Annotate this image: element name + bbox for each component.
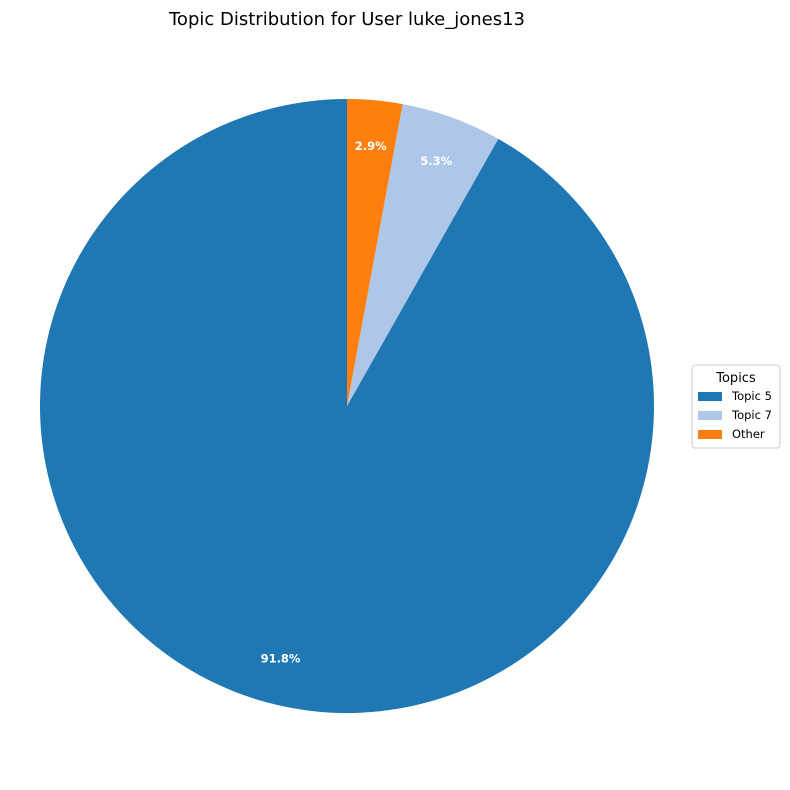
legend-label-other: Other xyxy=(732,427,765,441)
pct-label-other: 2.9% xyxy=(355,139,387,153)
legend-swatch-other xyxy=(698,430,722,439)
pie-slice-other xyxy=(347,99,403,406)
pie-slices xyxy=(40,99,654,713)
legend-label-topic-7: Topic 7 xyxy=(731,408,772,422)
legend-swatch-topic-5 xyxy=(698,392,722,401)
legend-title: Topics xyxy=(715,371,756,386)
percentage-labels: 91.8% 5.3% 2.9% xyxy=(261,139,453,665)
legend-swatch-topic-7 xyxy=(698,411,722,420)
legend-label-topic-5: Topic 5 xyxy=(731,389,772,403)
pie-slice-topic-7 xyxy=(347,104,499,406)
pct-label-topic-5: 91.8% xyxy=(261,651,301,665)
legend: Topics Topic 5 Topic 7 Other xyxy=(691,364,781,449)
pct-label-topic-7: 5.3% xyxy=(420,154,452,168)
legend-entries: Topic 5 Topic 7 Other xyxy=(698,389,772,441)
chart-title: Topic Distribution for User luke_jones13 xyxy=(168,9,525,30)
legend-frame xyxy=(691,364,781,449)
